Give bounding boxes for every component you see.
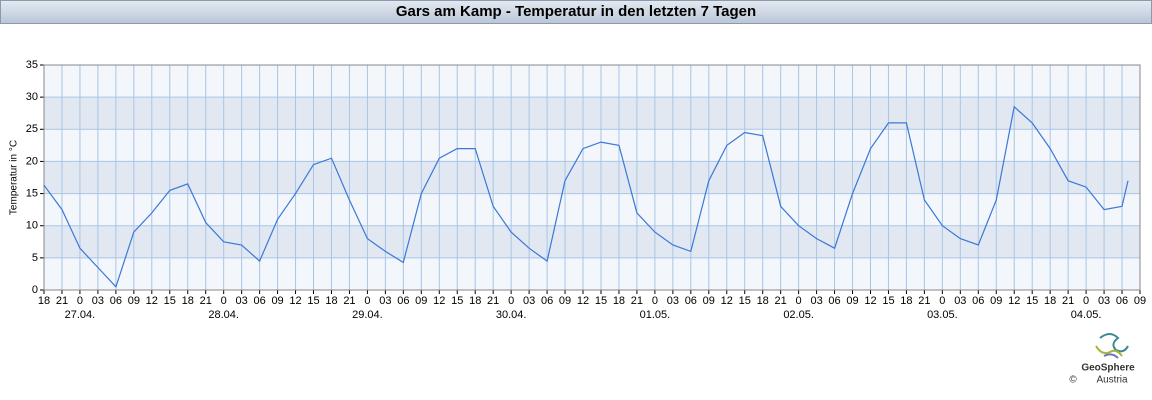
x-date-label: 28.04. [208, 309, 239, 321]
x-tick-label: 09 [559, 295, 571, 307]
title-bar: Gars am Kamp - Temperatur in den letzten… [0, 0, 1152, 24]
x-tick-label: 21 [343, 295, 355, 307]
x-tick-label: 15 [307, 295, 319, 307]
y-tick-label: 0 [32, 284, 38, 296]
x-tick-label: 18 [38, 295, 50, 307]
x-tick-label: 06 [685, 295, 697, 307]
x-tick-label: 21 [775, 295, 787, 307]
x-date-label: 02.05. [783, 309, 814, 321]
y-tick-label: 35 [26, 59, 38, 71]
x-tick-label: 03 [236, 295, 248, 307]
plot-border [43, 64, 1141, 291]
band [44, 97, 1140, 130]
x-tick-label: 12 [289, 295, 301, 307]
x-tick-label: 03 [810, 295, 822, 307]
y-tick-label: 5 [32, 252, 38, 264]
x-tick-label: 0 [77, 295, 83, 307]
x-tick-label: 0 [939, 295, 945, 307]
x-tick-label: 09 [846, 295, 858, 307]
x-tick-label: 03 [667, 295, 679, 307]
logo-icon [1095, 333, 1129, 359]
x-date-label: 04.05. [1071, 309, 1102, 321]
x-date-label: 01.05. [640, 309, 671, 321]
y-tick-label: 25 [26, 123, 38, 135]
x-tick-label: 0 [796, 295, 802, 307]
x-date-label: 29.04. [352, 309, 383, 321]
x-tick-label: 21 [487, 295, 499, 307]
y-axis-title: Temperatur in °C [9, 140, 20, 215]
x-tick-label: 15 [451, 295, 463, 307]
x-tick-label: 0 [221, 295, 227, 307]
plot-area: 0 5 10 15 20 25 30 35 18 21 0 03 06 09 12 15 18 21 0 03 06 09… [9, 59, 1146, 321]
band [44, 257, 1140, 290]
x-tick-label: 18 [469, 295, 481, 307]
x-tick-label: 15 [595, 295, 607, 307]
y-tick-label: 15 [26, 187, 38, 199]
x-tick-label: 12 [1008, 295, 1020, 307]
x-tick-label: 06 [253, 295, 265, 307]
x-tick-label: 15 [1026, 295, 1038, 307]
y-tick-label: 10 [26, 220, 38, 232]
band [44, 161, 1140, 194]
x-tick-label: 06 [1116, 295, 1128, 307]
x-tick-label: 0 [508, 295, 514, 307]
x-tick-label: 12 [864, 295, 876, 307]
logo-name: GeoSphere [1081, 363, 1135, 374]
x-tick-label: 21 [200, 295, 212, 307]
x-tick-label: 18 [900, 295, 912, 307]
x-tick-label: 03 [523, 295, 535, 307]
x-tick-label: 18 [325, 295, 337, 307]
x-tick-label: 0 [652, 295, 658, 307]
y-tick-label: 30 [26, 91, 38, 103]
x-tick-label: 18 [613, 295, 625, 307]
x-tick-label: 0 [364, 295, 370, 307]
x-date-label: 30.04. [496, 309, 527, 321]
x-tick-label: 12 [577, 295, 589, 307]
x-tick-label: 03 [1098, 295, 1110, 307]
band [44, 65, 1140, 98]
x-tick-label: 09 [271, 295, 283, 307]
x-tick-label: 18 [1044, 295, 1056, 307]
band [44, 193, 1140, 226]
x-tick-label: 18 [182, 295, 194, 307]
x-tick-label: 0 [1083, 295, 1089, 307]
x-tick-label: 12 [433, 295, 445, 307]
x-tick-label: 09 [703, 295, 715, 307]
x-tick-label: 03 [954, 295, 966, 307]
x-tick-label: 09 [1134, 295, 1146, 307]
x-tick-label: 21 [56, 295, 68, 307]
x-date-label: 27.04. [65, 309, 96, 321]
x-tick-label: 18 [757, 295, 769, 307]
x-tick-label: 21 [631, 295, 643, 307]
x-tick-label: 12 [146, 295, 158, 307]
x-tick-label: 06 [828, 295, 840, 307]
x-tick-label: 15 [739, 295, 751, 307]
x-tick-label: 06 [397, 295, 409, 307]
logo-sub: Austria [1096, 375, 1128, 386]
x-tick-label: 09 [128, 295, 140, 307]
x-tick-label: 09 [415, 295, 427, 307]
x-tick-label: 09 [990, 295, 1002, 307]
x-tick-label: 06 [541, 295, 553, 307]
x-tick-label: 21 [918, 295, 930, 307]
x-tick-label: 03 [92, 295, 104, 307]
x-tick-label: 21 [1062, 295, 1074, 307]
y-tick-label: 20 [26, 155, 38, 167]
x-date-label: 03.05. [927, 309, 958, 321]
band [44, 225, 1140, 258]
x-tick-label: 03 [379, 295, 391, 307]
copyright: © [1069, 375, 1077, 386]
x-tick-label: 15 [164, 295, 176, 307]
x-tick-label: 15 [882, 295, 894, 307]
data-line [43, 105, 1129, 288]
x-tick-label: 12 [721, 295, 733, 307]
x-tick-label: 06 [110, 295, 122, 307]
x-tick-label: 06 [972, 295, 984, 307]
